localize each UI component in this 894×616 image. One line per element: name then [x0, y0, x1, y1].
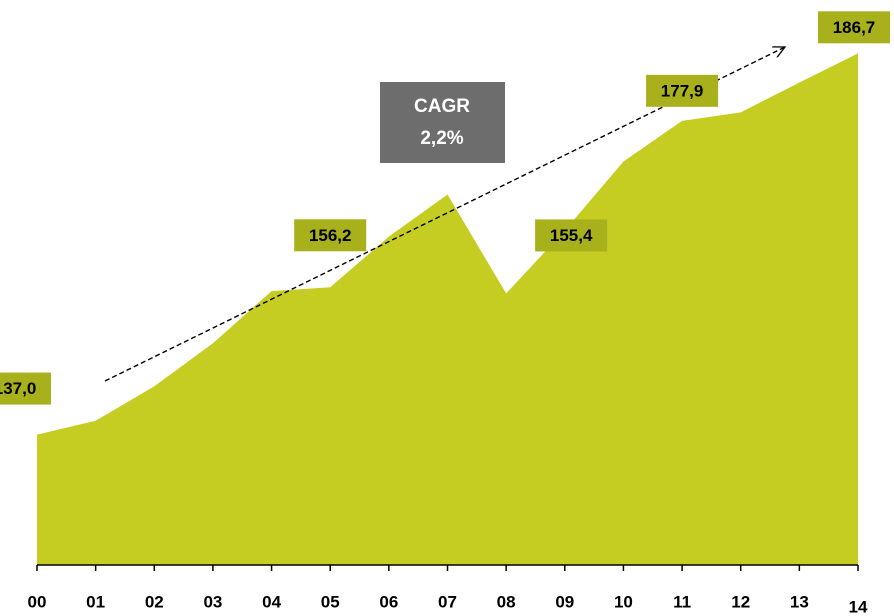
x-tick-label: 11 — [673, 592, 691, 611]
area — [37, 53, 858, 566]
x-tick-label: 13 — [790, 592, 809, 611]
x-tick-label: 06 — [379, 592, 398, 611]
x-tick-label: 05 — [321, 592, 340, 611]
cagr-box — [380, 82, 505, 163]
value-label: 156,2 — [309, 226, 352, 245]
x-tick-label: 09 — [555, 592, 574, 611]
x-tick-label: 12 — [731, 592, 750, 611]
value-label-box — [535, 219, 608, 252]
x-tick-label: 01 — [86, 592, 105, 611]
x-tick-label: 02 — [145, 592, 164, 611]
value-label: 155,4 — [550, 226, 593, 245]
cagr-value: 2,2% — [420, 128, 463, 149]
value-label: 177,9 — [661, 81, 704, 100]
x-tick-label: 00 — [28, 592, 47, 611]
x-tick-label: 10 — [614, 592, 633, 611]
x-tick-label: 08 — [497, 592, 516, 611]
value-label-box — [818, 11, 890, 44]
value-label-box — [646, 74, 719, 107]
value-label: 186,7 — [833, 18, 876, 37]
x-tick-label: 14 — [849, 597, 868, 616]
x-tick-label: 04 — [262, 592, 281, 611]
x-tick-label: 07 — [438, 592, 457, 611]
value-label-box — [0, 372, 51, 405]
cagr-label: CAGR — [414, 96, 470, 117]
value-label: 137,0 — [0, 379, 36, 398]
x-tick-label: 03 — [203, 592, 222, 611]
trend-arrow — [104, 47, 785, 382]
value-label-box — [294, 219, 367, 252]
